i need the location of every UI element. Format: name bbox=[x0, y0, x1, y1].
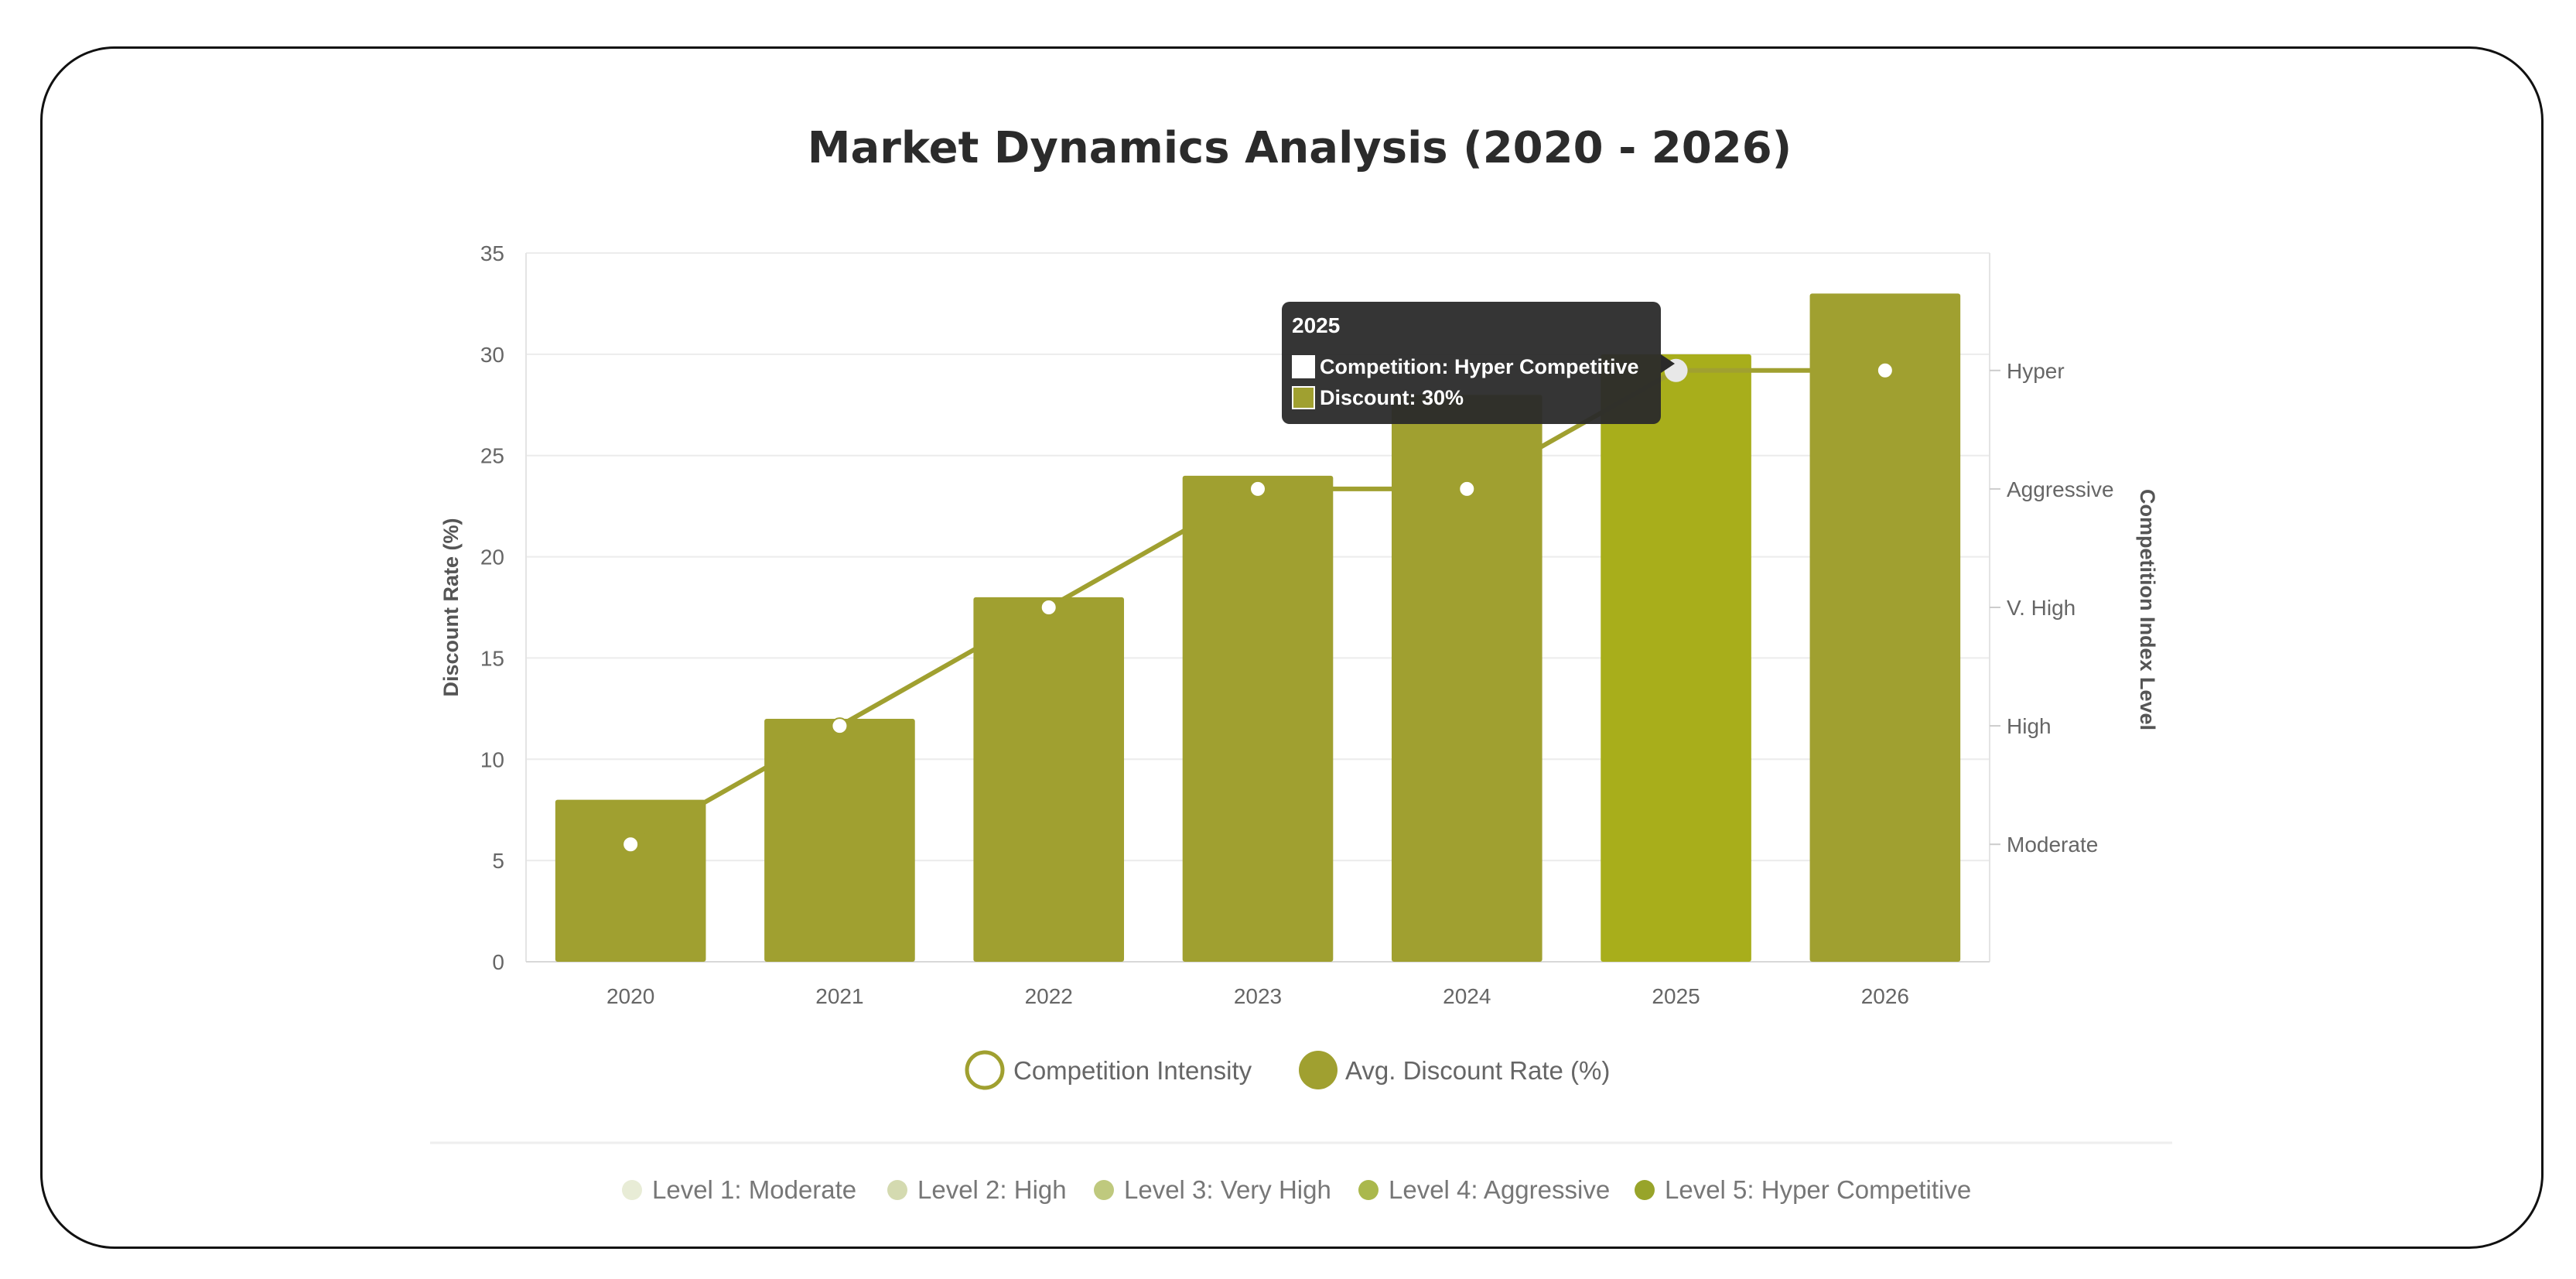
y-axis-title: Discount Rate (%) bbox=[439, 518, 463, 696]
x-tick-label-2020: 2020 bbox=[606, 984, 654, 1008]
level-5-label: Level 5: Hyper Competitive bbox=[1665, 1175, 1971, 1204]
legend-line-marker[interactable] bbox=[965, 1050, 1005, 1090]
tooltip-bar-text: Discount: 30% bbox=[1320, 386, 1464, 409]
level-1-dot bbox=[622, 1180, 642, 1200]
level-4-label: Level 4: Aggressive bbox=[1389, 1175, 1610, 1204]
tooltip-box bbox=[1282, 302, 1661, 424]
y2-tick-label-5: Hyper bbox=[2007, 359, 2065, 383]
x-tick-label-2021: 2021 bbox=[815, 984, 863, 1008]
bar-2023 bbox=[1182, 475, 1334, 962]
legend-line-label[interactable]: Competition Intensity bbox=[1013, 1056, 1252, 1085]
y-tick-label-20: 20 bbox=[480, 545, 504, 569]
y-tick-label-30: 30 bbox=[480, 343, 504, 367]
bar-2021 bbox=[764, 718, 915, 962]
line-series bbox=[622, 358, 1894, 853]
y2-axis-ticks: Moderate High V. High Aggressive Hyper bbox=[1990, 359, 2114, 857]
tooltip-title: 2025 bbox=[1292, 313, 1340, 337]
bar-2024 bbox=[1391, 395, 1543, 962]
y2-axis-title: Competition Index Level bbox=[2136, 489, 2159, 730]
x-tick-label-2022: 2022 bbox=[1025, 984, 1073, 1008]
line-point-2022 bbox=[1040, 599, 1057, 616]
y-tick-label-25: 25 bbox=[480, 444, 504, 468]
legend-bar-marker[interactable] bbox=[1299, 1051, 1338, 1089]
series-legend[interactable]: Competition Intensity Avg. Discount Rate… bbox=[965, 1050, 1610, 1090]
y-tick-label-35: 35 bbox=[480, 241, 504, 265]
tooltip: 2025 Competition: Hyper Competitive Disc… bbox=[1282, 302, 1675, 424]
bar-2026 bbox=[1809, 293, 1961, 962]
level-5-dot bbox=[1635, 1180, 1655, 1200]
y2-tick-label-1: Moderate bbox=[2007, 833, 2098, 857]
line-point-2024 bbox=[1458, 480, 1476, 498]
y2-tick-label-3: V. High bbox=[2007, 596, 2075, 620]
y-tick-label-5: 5 bbox=[492, 849, 504, 873]
x-tick-label-2023: 2023 bbox=[1234, 984, 1282, 1008]
tooltip-line-text: Competition: Hyper Competitive bbox=[1320, 355, 1639, 378]
tooltip-bar-swatch bbox=[1292, 386, 1315, 409]
y2-tick-label-4: Aggressive bbox=[2007, 477, 2114, 501]
level-3-dot bbox=[1094, 1180, 1114, 1200]
legend-bar-label[interactable]: Avg. Discount Rate (%) bbox=[1345, 1056, 1610, 1085]
y-tick-label-15: 15 bbox=[480, 646, 504, 670]
y2-tick-label-2: High bbox=[2007, 714, 2052, 738]
x-tick-label-2026: 2026 bbox=[1861, 984, 1909, 1008]
level-4-dot bbox=[1358, 1180, 1379, 1200]
tooltip-line-swatch bbox=[1292, 355, 1315, 378]
level-2-label: Level 2: High bbox=[917, 1175, 1067, 1204]
y-tick-label-0: 0 bbox=[492, 950, 504, 974]
bar-series bbox=[555, 293, 1961, 962]
y-axis-ticks: 0 5 10 15 20 25 30 35 bbox=[480, 241, 504, 974]
chart-title: Market Dynamics Analysis (2020 - 2026) bbox=[808, 123, 1792, 173]
x-axis-ticks: 2020 2021 2022 2023 2024 2025 2026 bbox=[606, 984, 1909, 1008]
level-legend: Level 1: Moderate Level 2: High Level 3:… bbox=[622, 1175, 1971, 1204]
level-3-label: Level 3: Very High bbox=[1124, 1175, 1331, 1204]
x-tick-label-2024: 2024 bbox=[1443, 984, 1491, 1008]
line-point-2020 bbox=[622, 836, 640, 853]
y-tick-label-10: 10 bbox=[480, 747, 504, 771]
bar-2025 bbox=[1601, 354, 1751, 962]
tooltip-pointer bbox=[1661, 354, 1675, 373]
x-tick-label-2025: 2025 bbox=[1652, 984, 1700, 1008]
line-point-2026 bbox=[1876, 361, 1894, 379]
level-1-label: Level 1: Moderate bbox=[652, 1175, 856, 1204]
line-point-2023 bbox=[1249, 480, 1266, 498]
bar-2020 bbox=[555, 799, 706, 962]
line-point-2021 bbox=[831, 717, 849, 735]
level-2-dot bbox=[887, 1180, 907, 1200]
bar-2022 bbox=[973, 597, 1125, 962]
